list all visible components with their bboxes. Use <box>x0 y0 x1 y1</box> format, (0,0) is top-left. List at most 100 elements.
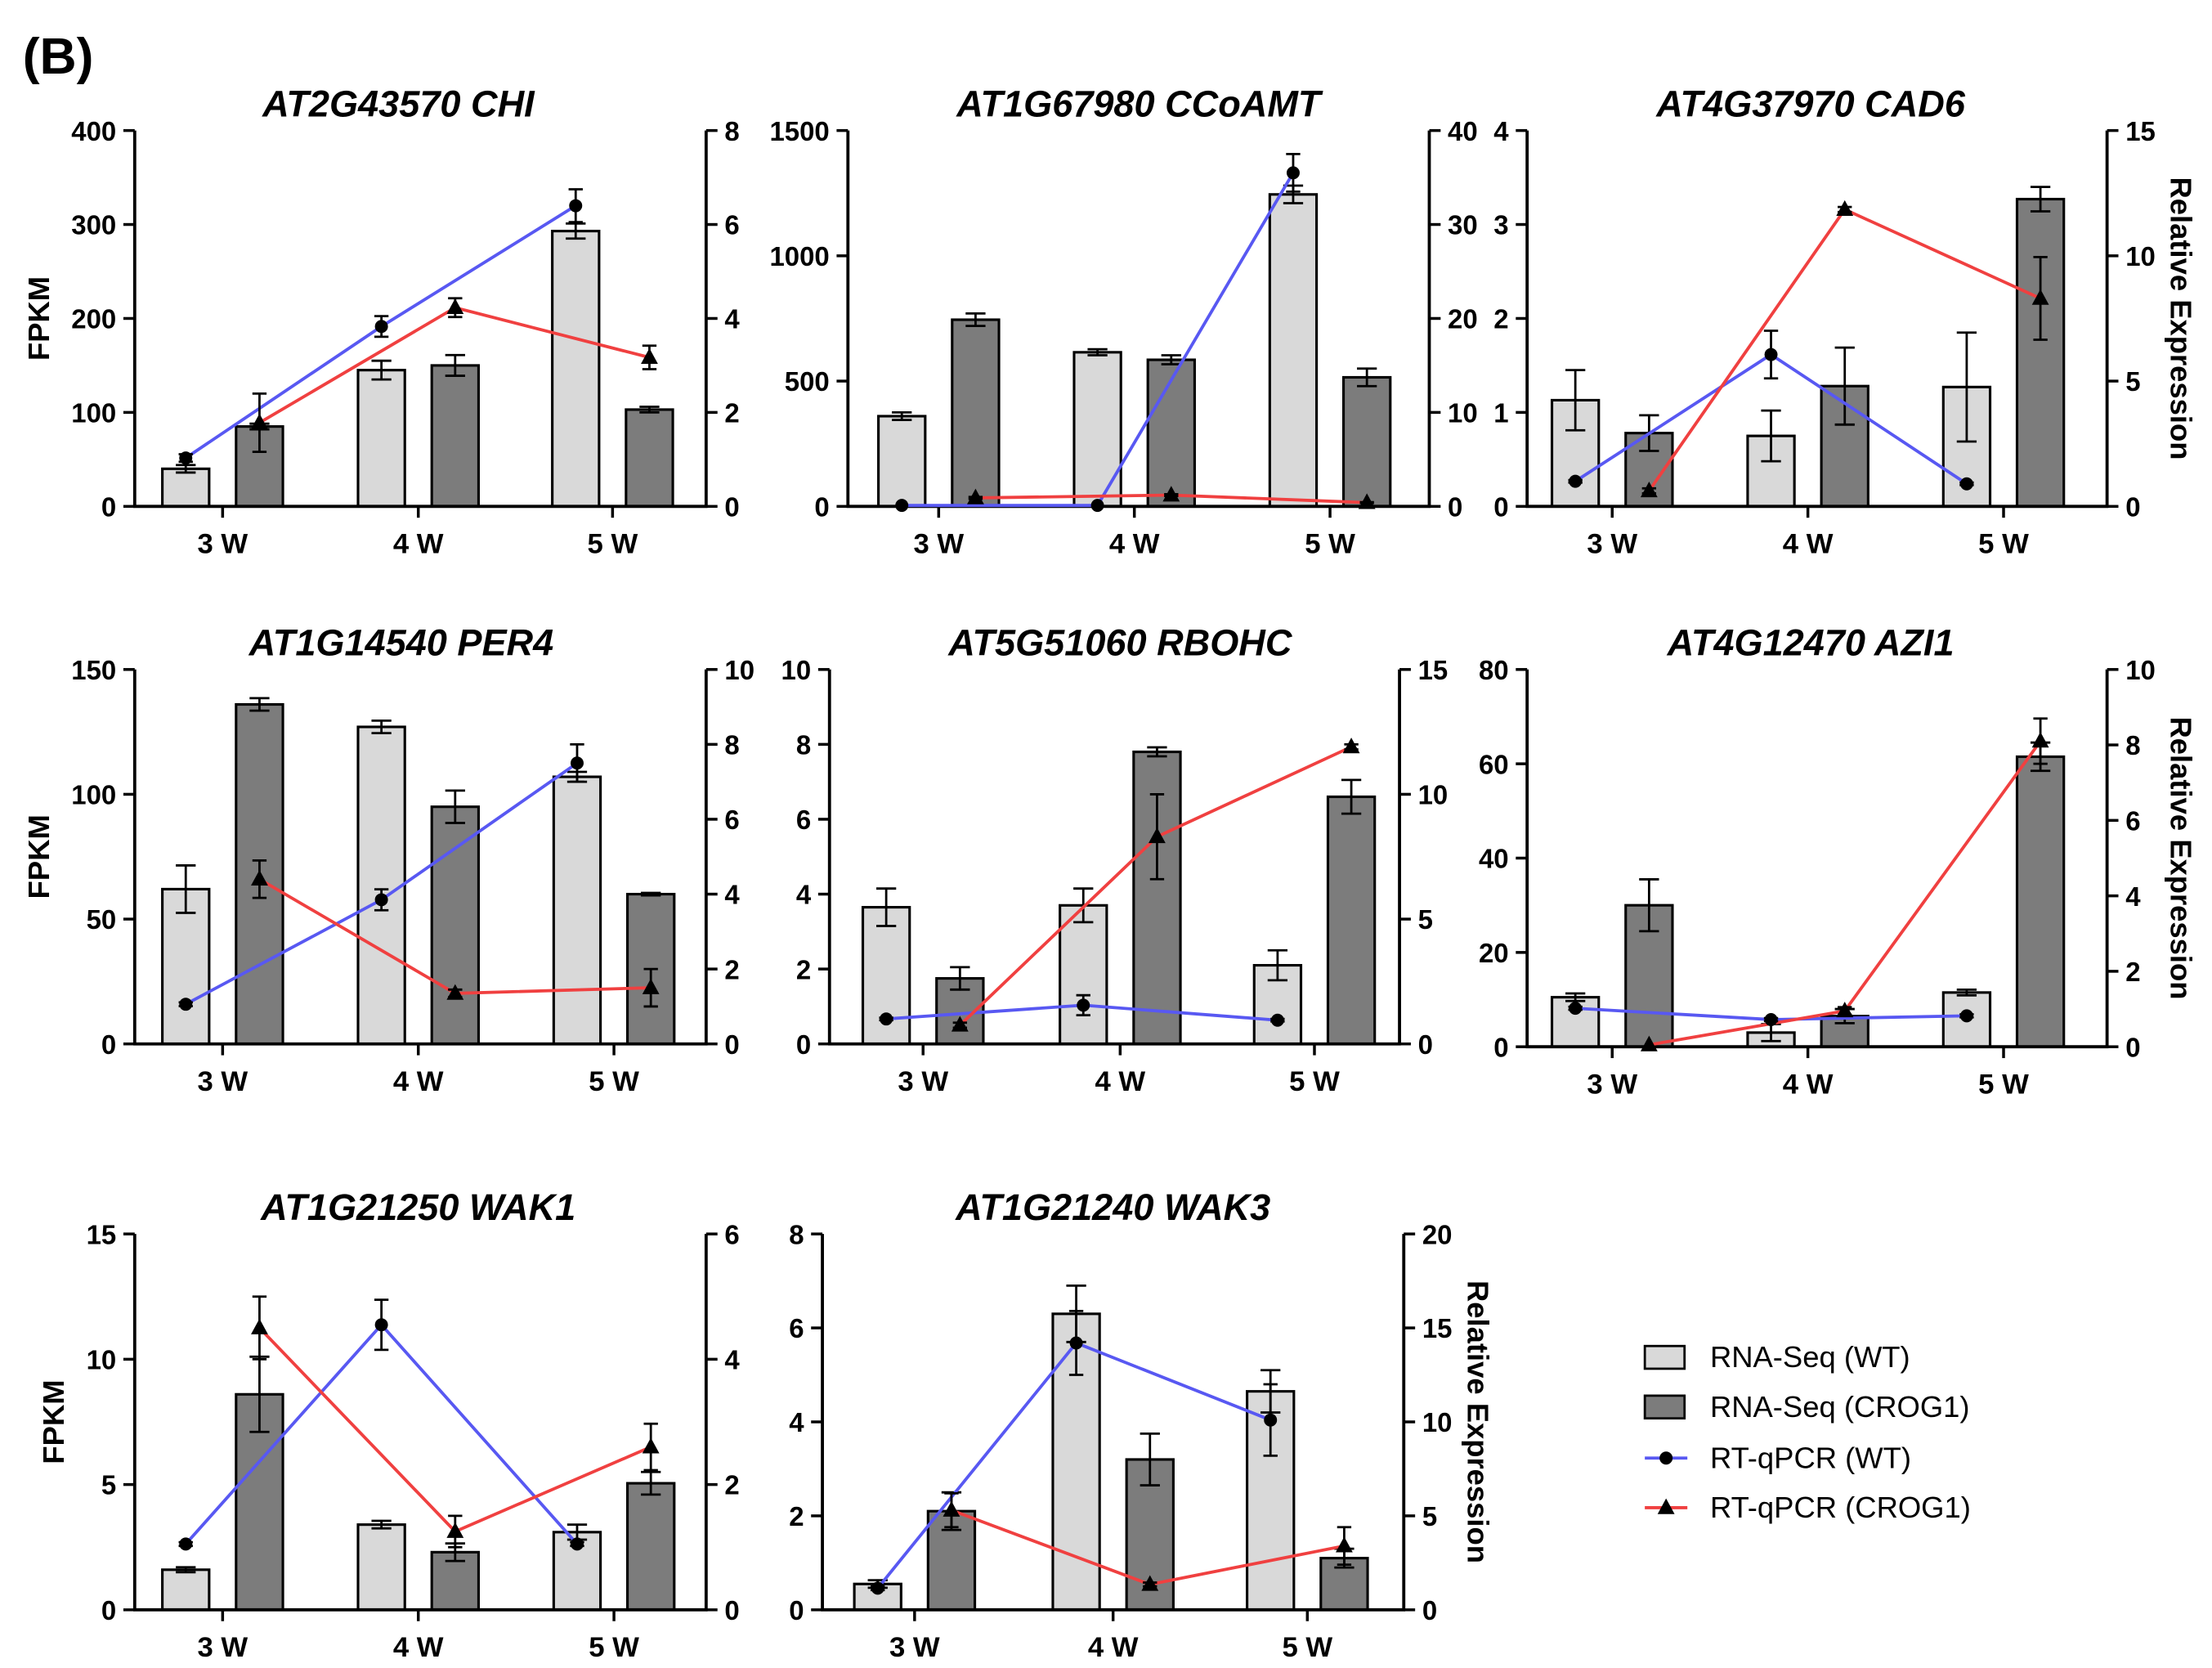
point-rtqpcr-crog1 <box>1342 738 1360 754</box>
y-tick-label: 0 <box>814 491 829 522</box>
legend-item-rtqpcr-crog1: RT-qPCR (CROG1) <box>1645 1491 1971 1524</box>
y2-tick-label: 6 <box>724 1219 739 1249</box>
point-rtqpcr-crog1 <box>641 348 658 364</box>
x-tick-label: 3 W <box>913 529 964 560</box>
chart-title: AT1G21250 WAK1 <box>260 1186 575 1228</box>
legend-swatch-rnaseq-crog1 <box>1643 1394 1686 1420</box>
y2-tick-label: 8 <box>724 116 739 146</box>
y2-tick-label: 4 <box>724 880 740 910</box>
y-tick-label: 1500 <box>769 116 829 146</box>
y-axis-title: FPKM <box>22 276 56 361</box>
y-tick-label: 0 <box>796 1029 811 1060</box>
x-tick-label: 4 W <box>1088 1632 1139 1663</box>
y2-tick-label: 4 <box>724 304 740 334</box>
y-tick-label: 60 <box>1479 749 1509 779</box>
y-tick-label: 6 <box>796 805 811 835</box>
y-tick-label: 500 <box>785 366 830 397</box>
y-tick-label: 20 <box>1479 938 1509 968</box>
point-rtqpcr-crog1 <box>251 413 268 429</box>
error-bar <box>892 410 912 421</box>
y2-tick-label: 10 <box>1422 1407 1453 1437</box>
bar-rnaseq-wt <box>161 887 211 1046</box>
bar-rnaseq-wt <box>877 415 927 508</box>
bar-rnaseq-crog1 <box>430 364 480 508</box>
point-rtqpcr-wt <box>871 1581 884 1595</box>
bar-rnaseq-wt <box>356 1523 406 1612</box>
y2-tick-label: 10 <box>2125 241 2156 271</box>
chart-title: AT5G51060 RBOHC <box>947 621 1293 663</box>
point-rtqpcr-crog1 <box>446 1522 464 1538</box>
y2-tick-label: 2 <box>2125 957 2140 987</box>
y-tick-label: 4 <box>1493 116 1509 146</box>
bar-rnaseq-crog1 <box>626 892 676 1046</box>
point-rtqpcr-crog1 <box>1336 1536 1353 1553</box>
point-rtqpcr-crog1 <box>642 1437 660 1454</box>
error-bar <box>641 1470 661 1496</box>
point-rtqpcr-wt <box>374 893 388 907</box>
error-bar <box>875 887 897 927</box>
y2-tick-label: 5 <box>1422 1501 1437 1531</box>
x-tick-label: 3 W <box>197 529 248 560</box>
point-rtqpcr-wt <box>1264 1413 1278 1427</box>
y2-axis-title: Relative Expression <box>2165 716 2198 999</box>
legend: RNA-Seq (WT) RNA-Seq (CROG1) RT-qPCR (WT) R… <box>1643 1340 1971 1524</box>
chart-panel: 0 5 10 15 0 2 4 6 3 W 4 W 5 W AT1G21250 WAK1 FPKM <box>37 1186 740 1663</box>
point-rtqpcr-crog1 <box>251 869 268 886</box>
legend-label: RNA-Seq (CROG1) <box>1710 1390 1970 1424</box>
x-tick-label: 5 W <box>588 529 638 560</box>
x-tick-label: 4 W <box>1783 1069 1834 1100</box>
point-rtqpcr-crog1 <box>1358 493 1376 509</box>
error-bar <box>249 697 270 712</box>
y2-tick-label: 30 <box>1448 210 1478 240</box>
point-rtqpcr-wt <box>1286 166 1300 180</box>
y2-tick-label: 15 <box>1422 1313 1453 1343</box>
point-rtqpcr-wt <box>571 1537 584 1551</box>
y-tick-label: 4 <box>796 880 812 910</box>
y2-tick-label: 4 <box>724 1345 740 1375</box>
y2-tick-label: 0 <box>1418 1029 1433 1060</box>
chart-title: AT1G14540 PER4 <box>249 621 554 663</box>
chart-title: AT2G43570 CHI <box>262 83 535 124</box>
bar-rnaseq-crog1 <box>1326 795 1377 1046</box>
error-bar <box>641 891 661 897</box>
legend-item-rtqpcr-wt: RT-qPCR (WT) <box>1645 1441 1911 1474</box>
y-axis-title: FPKM <box>22 814 56 899</box>
chart-panel: 0 2 4 6 8 10 0 5 10 15 3 W 4 W 5 W AT5G51060 RBOHC <box>781 621 1449 1097</box>
bar-rnaseq-crog1 <box>626 1482 676 1612</box>
point-rtqpcr-crog1 <box>1657 1498 1675 1514</box>
error-bar <box>1956 989 1977 997</box>
x-tick-label: 3 W <box>889 1632 940 1663</box>
error-bar <box>639 406 660 414</box>
y-tick-label: 1 <box>1493 398 1508 428</box>
x-tick-label: 3 W <box>1587 529 1637 560</box>
point-rtqpcr-crog1 <box>967 488 984 504</box>
bar-rnaseq-wt <box>356 725 406 1046</box>
bar-rnaseq-crog1 <box>951 318 1001 508</box>
point-rtqpcr-wt <box>1270 1013 1284 1027</box>
bar-rnaseq-crog1 <box>1341 375 1392 508</box>
bar-rnaseq-crog1 <box>625 408 674 508</box>
bar-rnaseq-wt <box>1072 351 1122 508</box>
point-rtqpcr-wt <box>374 1318 388 1332</box>
x-tick-label: 5 W <box>589 1632 639 1663</box>
error-bar <box>371 359 392 381</box>
y2-tick-label: 6 <box>2125 805 2140 836</box>
point-rtqpcr-wt <box>1659 1451 1673 1465</box>
point-rtqpcr-crog1 <box>1640 482 1658 498</box>
y2-tick-label: 10 <box>724 655 754 685</box>
y2-tick-label: 5 <box>1418 904 1433 935</box>
error-bar <box>176 864 196 914</box>
y2-tick-label: 8 <box>724 730 739 760</box>
point-rtqpcr-wt <box>1959 477 1973 491</box>
y2-tick-label: 0 <box>724 1029 739 1060</box>
bar-rnaseq-wt <box>551 230 601 508</box>
y-tick-label: 2 <box>796 954 811 984</box>
point-rtqpcr-crog1 <box>943 1500 960 1517</box>
y2-tick-label: 10 <box>2125 655 2156 685</box>
bar-rnaseq-crog1 <box>2015 197 2066 508</box>
point-rtqpcr-wt <box>895 499 909 513</box>
bar-rnaseq-wt <box>552 1531 602 1612</box>
y2-tick-label: 0 <box>1448 491 1462 522</box>
chart-title: AT1G67980 CCoAMT <box>956 83 1323 124</box>
point-rtqpcr-crog1 <box>1141 1575 1159 1591</box>
